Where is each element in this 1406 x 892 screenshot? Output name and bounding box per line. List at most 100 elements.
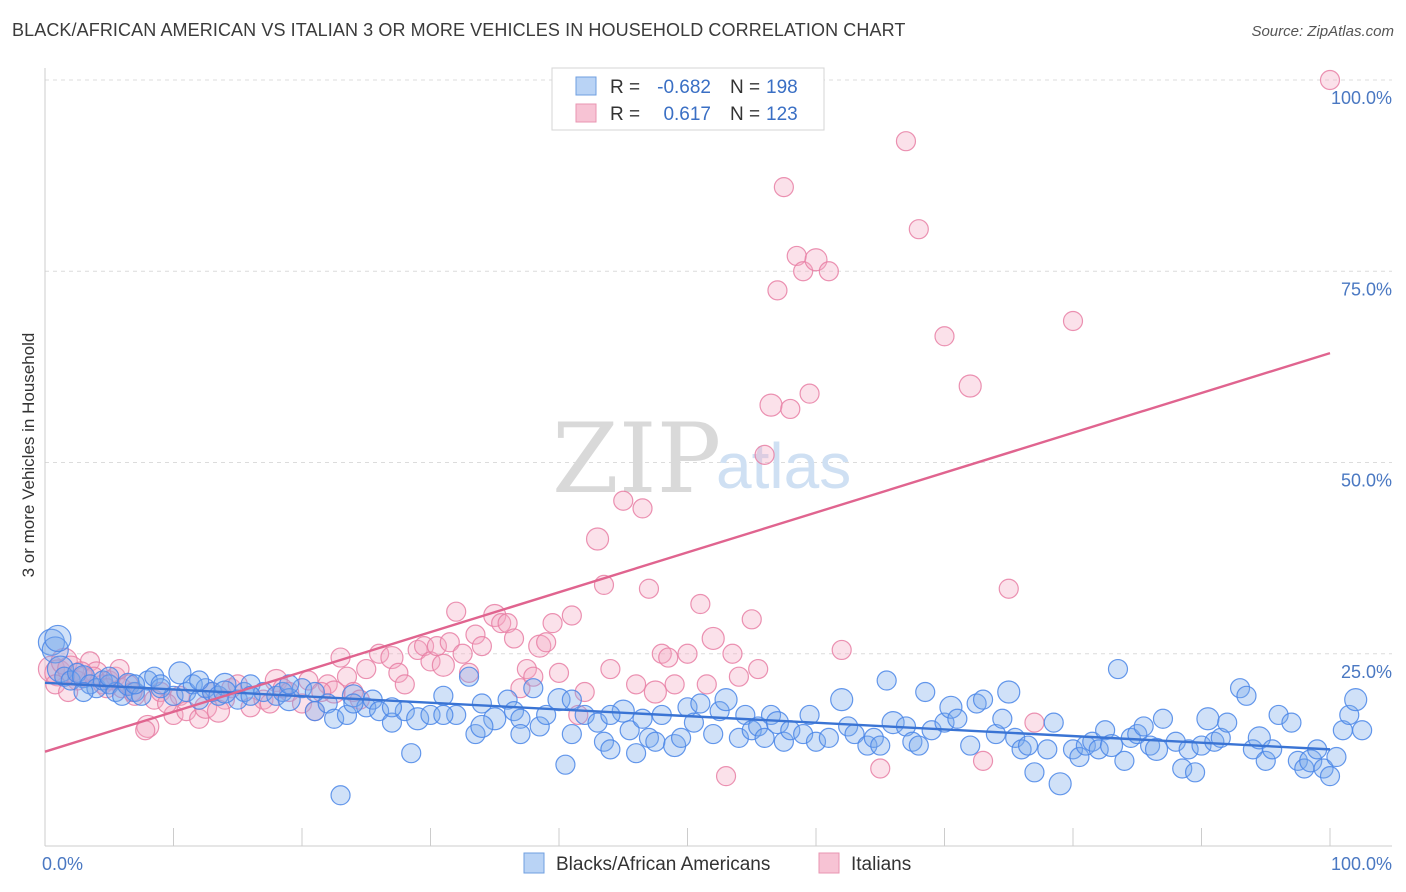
black-point xyxy=(600,704,621,726)
italian-point xyxy=(767,280,788,301)
watermark-atlas: atlas xyxy=(716,430,851,502)
black-point xyxy=(1172,758,1193,779)
black-point xyxy=(124,674,146,695)
black-point xyxy=(555,754,576,775)
black-point xyxy=(818,727,839,749)
black-point xyxy=(497,689,518,710)
legend-swatch-blue xyxy=(575,76,597,96)
black-point xyxy=(997,680,1021,704)
legend-n-value-blue: 198 xyxy=(766,77,798,98)
italian-point xyxy=(908,219,929,240)
italian-point xyxy=(523,666,544,687)
black-point xyxy=(915,681,936,703)
black-point xyxy=(1107,658,1129,680)
black-point xyxy=(1024,762,1045,783)
italian-point xyxy=(643,680,667,704)
italian-point xyxy=(420,651,441,672)
black-point xyxy=(741,720,762,741)
black-point xyxy=(304,681,325,703)
black-point xyxy=(470,714,494,739)
black-point xyxy=(1178,739,1199,760)
black-point xyxy=(765,710,790,735)
italian-point xyxy=(388,662,409,683)
legend-r-value-pink: 0.617 xyxy=(663,104,711,125)
black-point xyxy=(381,697,403,718)
black-point xyxy=(1268,704,1289,726)
black-point xyxy=(330,785,351,806)
italian-point xyxy=(658,647,679,668)
italian-point xyxy=(754,444,775,465)
italian-point xyxy=(998,578,1019,599)
correlation-legend: R = -0.682 N = 198 R = 0.617 N = 123 xyxy=(551,67,825,131)
black-points xyxy=(37,624,1373,806)
bottom-legend-label-pink: Italians xyxy=(851,854,911,875)
italian-point xyxy=(465,624,486,645)
italian-point xyxy=(394,674,415,695)
italian-point xyxy=(728,666,750,687)
black-point xyxy=(703,723,724,745)
italian-point xyxy=(818,261,839,282)
black-point xyxy=(1017,735,1039,756)
black-point xyxy=(1037,739,1058,760)
trend-lines xyxy=(44,351,1331,753)
black-point xyxy=(1196,707,1220,731)
black-point xyxy=(189,670,210,691)
italian-point xyxy=(503,628,525,649)
black-point xyxy=(561,689,582,710)
black-point xyxy=(1191,735,1212,756)
black-point xyxy=(1236,685,1257,706)
black-point xyxy=(1069,746,1090,768)
source-credit: Source: ZipAtlas.com xyxy=(1251,23,1394,40)
gridlines xyxy=(45,79,1392,655)
bottom-legend-label-blue: Blacks/African Americans xyxy=(556,854,770,875)
black-point xyxy=(324,708,345,729)
italian-point xyxy=(240,697,261,718)
italian-point xyxy=(452,643,473,664)
italian-points xyxy=(37,69,1341,787)
italian-point xyxy=(431,653,455,677)
black-point xyxy=(529,716,550,737)
black-point xyxy=(972,689,994,710)
black-point xyxy=(1088,739,1109,760)
y-axis-title: 3 or more Vehicles in Household xyxy=(19,333,38,578)
chart-title: BLACK/AFRICAN AMERICAN VS ITALIAN 3 OR M… xyxy=(12,20,906,40)
black-point xyxy=(793,723,814,745)
black-point xyxy=(510,723,531,745)
y-tick-labels: 25.0% 50.0% 75.0% 100.0% xyxy=(1331,88,1392,682)
black-point xyxy=(381,712,403,733)
watermark: ZIP atlas xyxy=(552,403,851,515)
legend-r-label-pink: R = xyxy=(610,104,640,125)
black-point xyxy=(433,704,454,726)
black-point xyxy=(638,727,660,749)
black-point xyxy=(709,701,730,722)
black-point xyxy=(728,727,750,749)
black-point xyxy=(561,723,582,745)
black-point xyxy=(458,666,480,687)
italian-point xyxy=(780,398,801,420)
italian-point xyxy=(677,643,698,664)
italian-point xyxy=(632,498,653,519)
black-point xyxy=(1281,712,1302,733)
y-tick-label: 50.0% xyxy=(1341,471,1392,491)
black-point xyxy=(902,731,923,752)
black-point xyxy=(1217,712,1238,733)
black-point xyxy=(131,685,152,706)
italian-point xyxy=(625,674,647,695)
italian-point xyxy=(585,527,610,551)
black-point xyxy=(99,666,120,687)
black-point xyxy=(291,678,313,699)
black-point xyxy=(799,704,820,726)
black-point xyxy=(1011,739,1032,760)
legend-box xyxy=(551,67,825,131)
italian-point xyxy=(536,632,557,653)
italian-point xyxy=(446,601,467,622)
italian-point xyxy=(748,658,769,680)
black-point xyxy=(632,708,653,729)
black-point xyxy=(870,735,891,756)
black-point xyxy=(44,624,72,653)
black-point xyxy=(625,743,647,764)
legend-swatch-pink xyxy=(575,103,597,123)
italian-point xyxy=(613,490,634,511)
black-point xyxy=(240,685,261,706)
italian-trend-line xyxy=(44,351,1331,753)
